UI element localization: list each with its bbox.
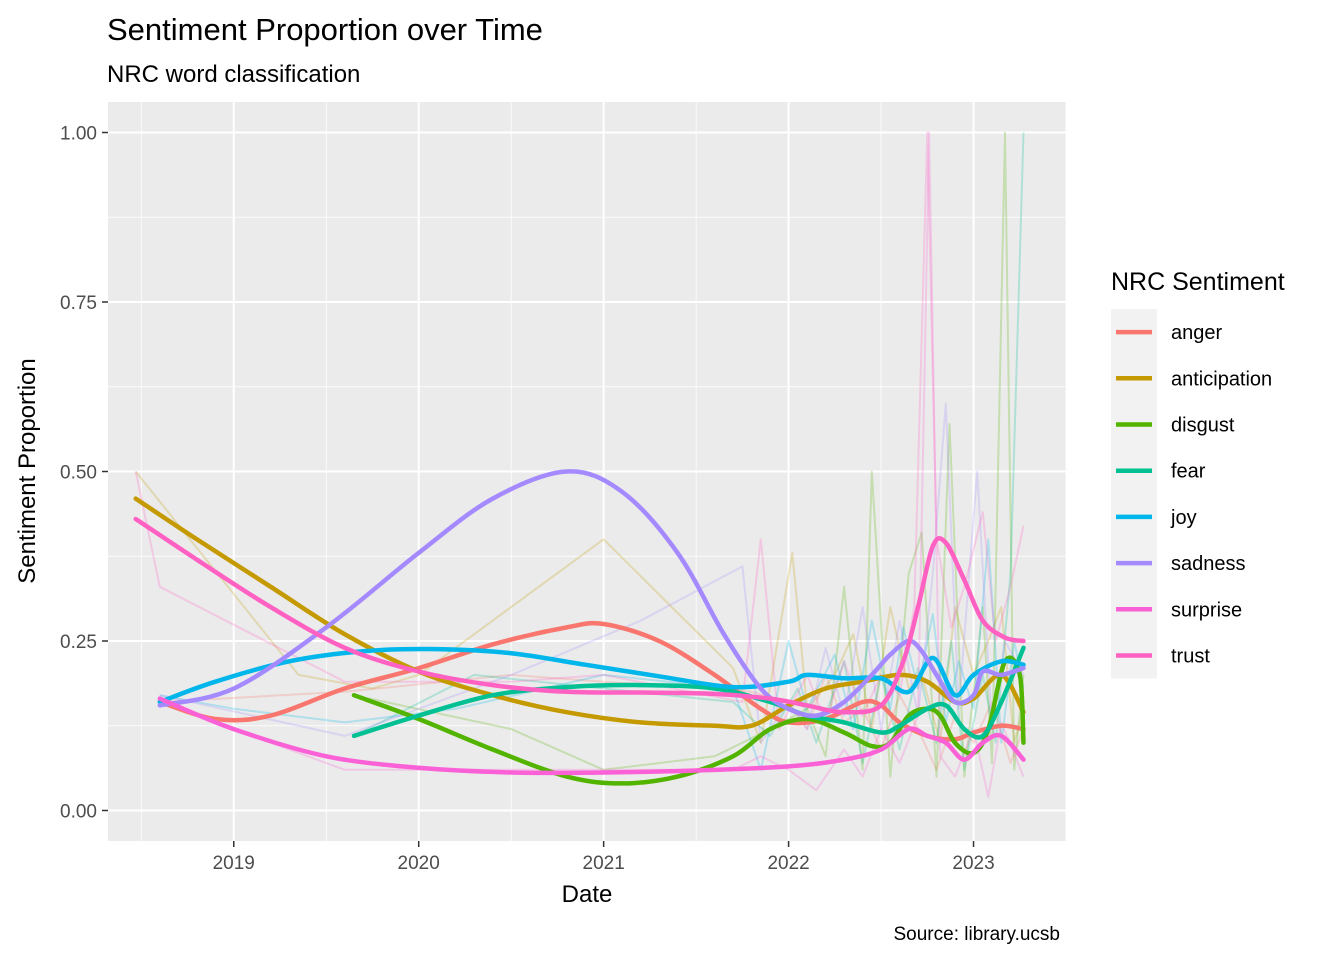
x-tick-label: 2022 — [767, 853, 809, 874]
legend-label-surprise: surprise — [1171, 599, 1242, 621]
x-tick-label: 2021 — [583, 853, 625, 874]
smooth-line-sadness — [157, 469, 1026, 719]
legend-label-joy: joy — [1170, 507, 1197, 529]
y-axis-title: Sentiment Proportion — [14, 358, 41, 583]
x-axis: 2019 2020 2021 2022 2023 — [213, 841, 995, 874]
y-tick-label: 0.00 — [60, 801, 97, 822]
raw-line-disgust — [353, 131, 1025, 778]
legend-label-trust: trust — [1171, 646, 1210, 668]
x-tick-label: 2019 — [213, 853, 255, 874]
smooth-line-anger — [157, 620, 1026, 742]
raw-line-sadness — [159, 402, 1025, 744]
chart-subtitle: NRC word classification — [107, 61, 360, 88]
smooth-line-surprise — [157, 696, 1026, 776]
raw-line-trust — [134, 131, 1025, 731]
legend-label-anticipation: anticipation — [1171, 368, 1272, 390]
smoothed-series-lines — [133, 469, 1026, 786]
y-tick-label: 0.25 — [60, 632, 97, 653]
y-tick-label: 1.00 — [60, 124, 97, 145]
legend-label-anger: anger — [1171, 322, 1222, 344]
x-axis-title: Date — [562, 881, 613, 908]
legend-title: NRC Sentiment — [1111, 268, 1285, 296]
y-tick-label: 0.50 — [60, 463, 97, 484]
legend-label-sadness: sadness — [1171, 553, 1246, 575]
raw-line-anger — [159, 673, 1025, 771]
chart-caption: Source: library.ucsb — [894, 924, 1061, 945]
legend-label-fear: fear — [1171, 461, 1206, 483]
legend: NRC Sentiment anger anticipation disgust fe… — [1111, 268, 1285, 679]
y-axis: 0.00 0.25 0.50 0.75 1.00 — [60, 124, 108, 822]
smooth-line-trust — [133, 516, 1026, 715]
chart-title: Sentiment Proportion over Time — [107, 12, 543, 47]
x-tick-label: 2023 — [952, 853, 994, 874]
legend-label-disgust: disgust — [1171, 415, 1235, 437]
legend-key-background — [1111, 309, 1157, 679]
smooth-line-joy — [157, 646, 1026, 705]
x-tick-label: 2020 — [398, 853, 440, 874]
y-tick-label: 0.75 — [60, 293, 97, 314]
